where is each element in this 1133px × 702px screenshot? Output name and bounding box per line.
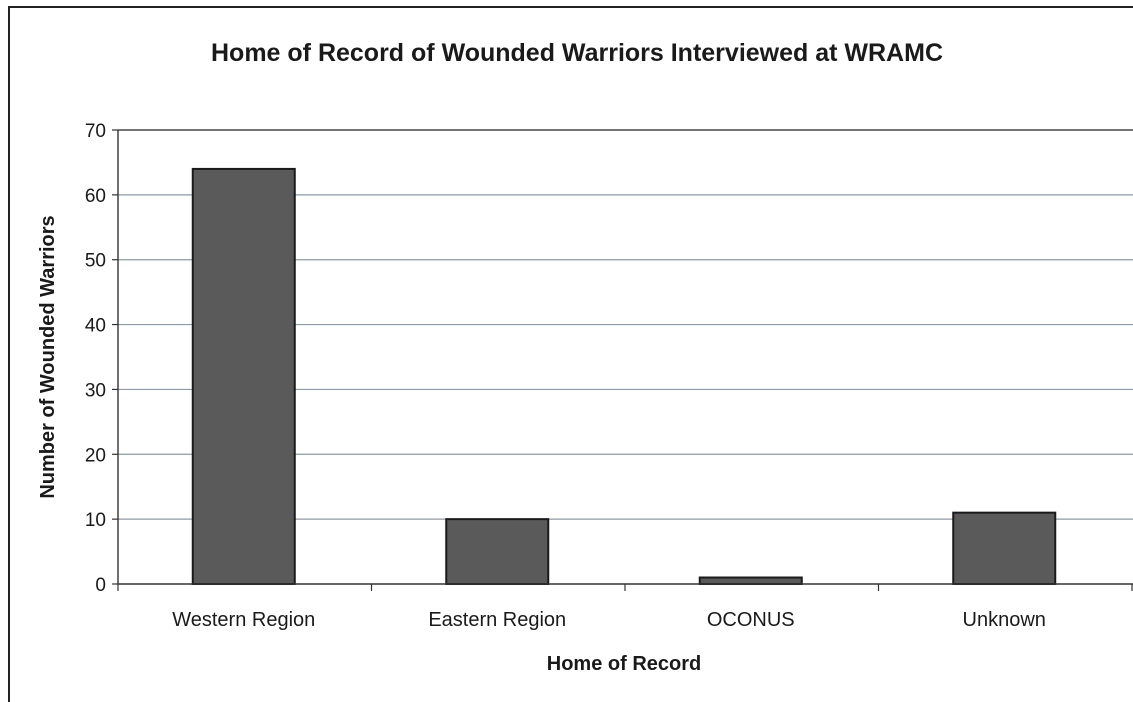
y-tick-label: 40 — [85, 316, 106, 337]
x-category-labels: Western Region Eastern Region OCONUS Unknow… — [172, 609, 1046, 631]
x-category-label: Unknown — [963, 609, 1046, 631]
bars — [191, 167, 1057, 586]
y-tick-label: 30 — [85, 380, 106, 401]
y-tick-label: 60 — [85, 186, 106, 207]
bar-eastern-region — [445, 518, 550, 586]
y-tick-label: 50 — [85, 251, 106, 272]
y-tick-label: 70 — [85, 121, 106, 142]
y-tick-label: 0 — [95, 575, 106, 596]
y-axis-title: Number of Wounded Warriors — [37, 215, 59, 498]
x-axis-title: Home of Record — [547, 653, 701, 675]
chart-title: Home of Record of Wounded Warriors Inter… — [211, 39, 943, 67]
y-tick-label: 20 — [85, 445, 106, 466]
x-category-label: Eastern Region — [428, 609, 566, 631]
y-tick-labels: 0 10 20 30 40 50 60 70 — [85, 121, 106, 596]
bar-oconus — [698, 576, 803, 585]
y-tick-label: 10 — [85, 510, 106, 531]
bar-western-region — [191, 167, 296, 586]
x-category-label: Western Region — [172, 609, 315, 631]
bar-unknown — [952, 511, 1057, 586]
x-category-label: OCONUS — [707, 609, 795, 631]
axes — [112, 129, 1133, 591]
